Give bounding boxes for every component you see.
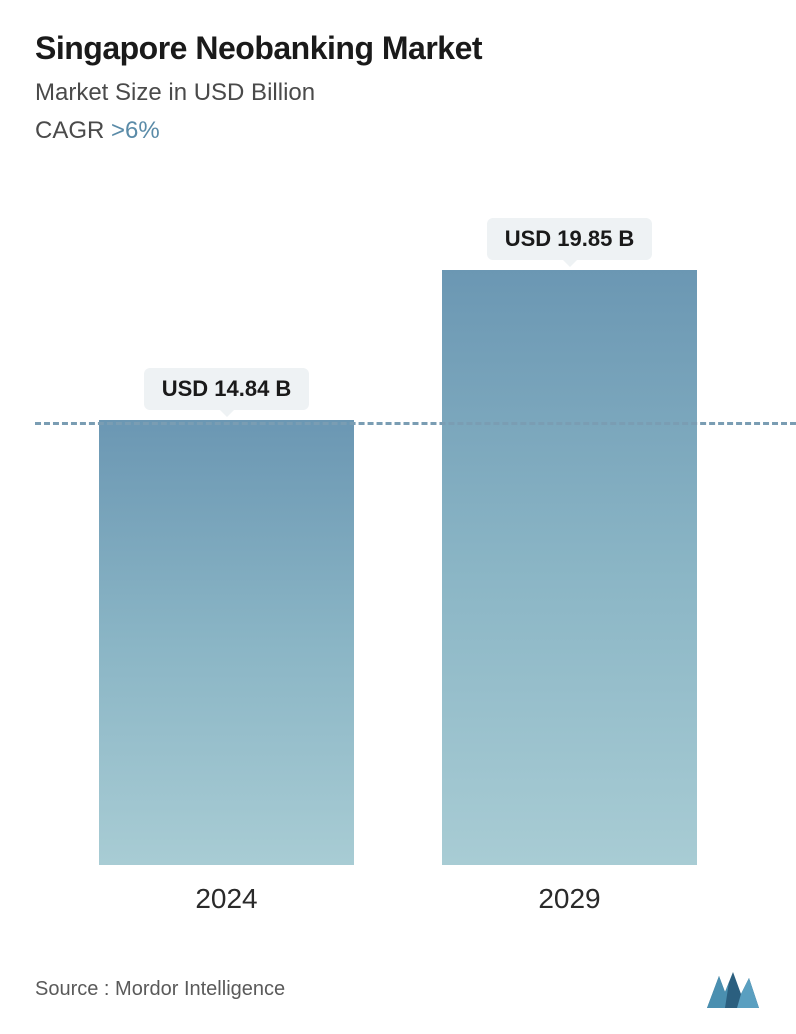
chart-footer: Source : Mordor Intelligence <box>35 968 761 1010</box>
reference-line <box>35 422 796 425</box>
bar-2029 <box>442 270 697 865</box>
value-label-2029: USD 19.85 B <box>487 218 653 260</box>
chart-title: Singapore Neobanking Market <box>35 30 761 67</box>
x-label-2029: 2029 <box>442 883 697 915</box>
chart-plot-area: USD 14.84 B USD 19.85 B <box>35 185 761 865</box>
chart-subtitle: Market Size in USD Billion <box>35 79 761 107</box>
source-attribution: Source : Mordor Intelligence <box>35 978 285 1001</box>
cagr-label: CAGR >6% <box>35 117 761 145</box>
value-label-2024: USD 14.84 B <box>144 368 310 410</box>
mordor-logo-icon <box>705 968 761 1010</box>
cagr-prefix: CAGR <box>35 117 111 144</box>
bars-container: USD 14.84 B USD 19.85 B <box>35 185 761 865</box>
chart-container: Singapore Neobanking Market Market Size … <box>0 0 796 1034</box>
x-axis-labels: 2024 2029 <box>35 865 761 915</box>
x-label-2024: 2024 <box>99 883 354 915</box>
bar-group-2029: USD 19.85 B <box>442 218 697 865</box>
cagr-value: >6% <box>111 117 160 144</box>
bar-2024 <box>99 420 354 865</box>
bar-group-2024: USD 14.84 B <box>99 368 354 865</box>
